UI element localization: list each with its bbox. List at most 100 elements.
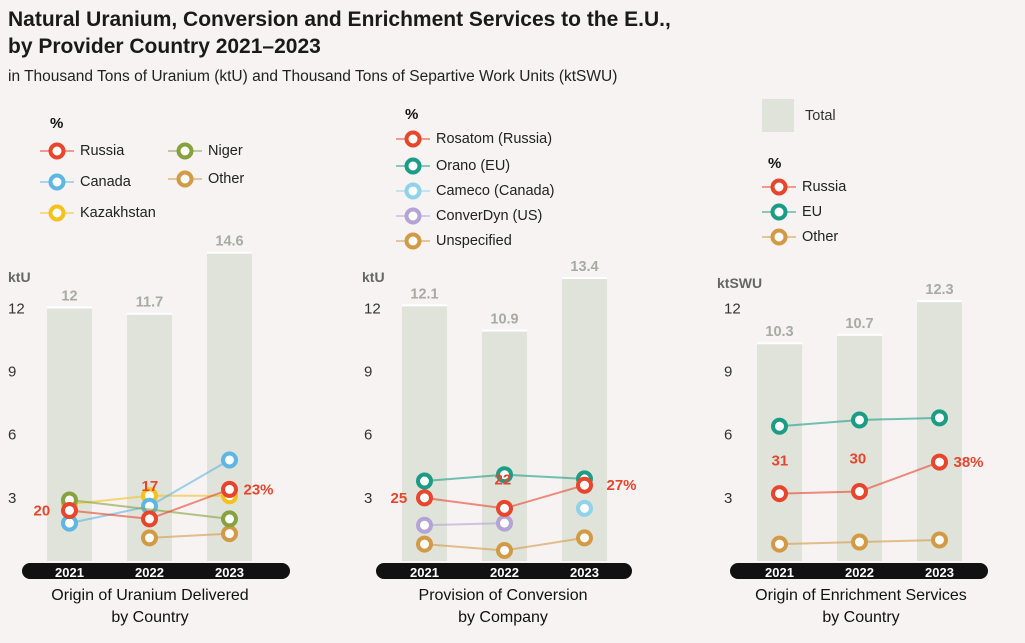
data-point xyxy=(931,531,948,549)
legend-marker-icon xyxy=(762,203,796,221)
y-tick-label: 12 xyxy=(724,300,741,317)
legend-marker-icon xyxy=(168,142,202,160)
total-legend-label: Total xyxy=(805,108,836,124)
legend-label: Orano (EU) xyxy=(436,158,511,174)
data-point xyxy=(771,485,788,503)
x-tick-label: 2022 xyxy=(135,565,164,580)
data-point xyxy=(931,453,948,471)
panel1-caption: Origin of Uranium Delivered by Country xyxy=(20,585,280,629)
legend-marker-icon xyxy=(396,232,430,250)
legend-label: Niger xyxy=(208,143,243,159)
data-point xyxy=(221,480,238,498)
data-point xyxy=(851,411,868,429)
legend-item-niger: Niger xyxy=(168,141,243,161)
data-point xyxy=(416,516,433,534)
legend-marker-icon xyxy=(396,130,430,148)
data-label: 27% xyxy=(607,477,637,494)
x-axis-pill xyxy=(730,563,988,579)
total-bar-label: 14.6 xyxy=(215,234,243,250)
data-point xyxy=(416,472,433,490)
legend-marker-icon xyxy=(762,228,796,246)
data-point xyxy=(851,533,868,551)
total-bar-cap xyxy=(47,306,92,309)
chart-subtitle: in Thousand Tons of Uranium (ktU) and Th… xyxy=(8,68,618,85)
data-point xyxy=(141,510,158,528)
series-line xyxy=(149,532,230,539)
x-tick-label: 2021 xyxy=(765,565,794,580)
x-tick-label: 2023 xyxy=(570,565,599,580)
data-point xyxy=(771,417,788,435)
chart-title: Natural Uranium, Conversion and Enrichme… xyxy=(8,6,768,60)
legend-marker-icon xyxy=(762,178,796,196)
total-bar-label: 10.9 xyxy=(490,312,518,328)
legend-label: Kazakhstan xyxy=(80,205,156,221)
chart-panel-2: ktU 3 6 9 12 12.1 10.9 13.4 25 22 27% 2021 2022 2023 xyxy=(362,259,637,580)
caption-line-1: Provision of Conversion xyxy=(418,587,588,604)
y-tick-label: 12 xyxy=(8,300,25,317)
data-point xyxy=(221,510,238,528)
chart-panel-1: ktU 3 6 9 12 12 11.7 14.6 20 17 23% 2021 2022 2023 xyxy=(8,234,290,580)
legend-item-other: Other xyxy=(168,169,244,189)
legend-label: ConverDyn (US) xyxy=(436,208,543,224)
total-bar-cap xyxy=(402,304,447,307)
total-bar-label: 12 xyxy=(61,288,77,304)
data-label: 20 xyxy=(34,502,51,519)
x-tick-label: 2021 xyxy=(55,565,84,580)
y-tick-label: 9 xyxy=(8,364,16,381)
y-tick-label: 6 xyxy=(8,427,16,444)
data-label: 25 xyxy=(391,490,408,507)
caption-line-2: by Company xyxy=(458,609,548,626)
legend-item-cameco: Cameco (Canada) xyxy=(396,181,554,201)
x-tick-label: 2023 xyxy=(925,565,954,580)
legend-label: Unspecified xyxy=(436,233,512,249)
data-label: 31 xyxy=(772,453,789,470)
legend-label: EU xyxy=(802,204,823,220)
y-tick-label: 3 xyxy=(364,490,372,507)
y-tick-label: 6 xyxy=(364,427,372,444)
caption-line-1: Origin of Enrichment Services xyxy=(755,587,967,604)
total-legend-swatch xyxy=(762,99,794,132)
axis-unit-label: ktSWU xyxy=(717,275,762,291)
data-point xyxy=(576,529,593,547)
panel1-percent-header: % xyxy=(50,115,64,132)
data-point xyxy=(61,501,78,519)
y-tick-label: 9 xyxy=(364,364,372,381)
total-bar xyxy=(562,278,607,561)
data-point xyxy=(496,514,513,532)
total-bar xyxy=(837,335,882,561)
data-label: 22 xyxy=(495,471,512,488)
title-line-2: by Provider Country 2021–2023 xyxy=(8,35,321,58)
data-point xyxy=(576,476,593,494)
data-point xyxy=(221,525,238,543)
total-bar-label: 11.7 xyxy=(136,295,163,311)
legend-label: Russia xyxy=(802,179,847,195)
total-bar-label: 12.1 xyxy=(410,286,438,302)
x-tick-label: 2023 xyxy=(215,565,244,580)
data-point xyxy=(416,489,433,507)
total-bar-cap xyxy=(482,329,527,332)
title-line-1: Natural Uranium, Conversion and Enrichme… xyxy=(8,8,671,31)
y-tick-label: 3 xyxy=(8,490,16,507)
total-bar-label: 13.4 xyxy=(570,259,598,275)
legend-marker-icon xyxy=(396,157,430,175)
legend-label: Canada xyxy=(80,174,131,190)
x-tick-label: 2022 xyxy=(845,565,874,580)
legend-item-russia: Russia xyxy=(40,141,124,161)
legend-marker-icon xyxy=(396,182,430,200)
legend-item-russia-enrich: Russia xyxy=(762,177,846,197)
panel2-percent-header: % xyxy=(405,106,419,123)
legend-label: Cameco (Canada) xyxy=(436,183,555,199)
legend-label: Russia xyxy=(80,143,125,159)
total-bar xyxy=(207,253,252,562)
chart-panel-3: ktSWU 3 6 9 12 10.3 10.7 12.3 31 30 38% 2021 2022 202… xyxy=(717,275,988,580)
total-bar xyxy=(917,302,962,561)
legend-item-canada: Canada xyxy=(40,172,131,192)
x-axis-pill xyxy=(22,563,290,579)
data-point xyxy=(221,451,238,469)
axis-unit-label: ktU xyxy=(8,269,31,285)
legend-item-rosatom: Rosatom (Russia) xyxy=(396,129,552,149)
legend-marker-icon xyxy=(40,173,74,191)
total-bar-cap xyxy=(207,251,252,254)
legend-item-unspecified: Unspecified xyxy=(396,231,512,251)
